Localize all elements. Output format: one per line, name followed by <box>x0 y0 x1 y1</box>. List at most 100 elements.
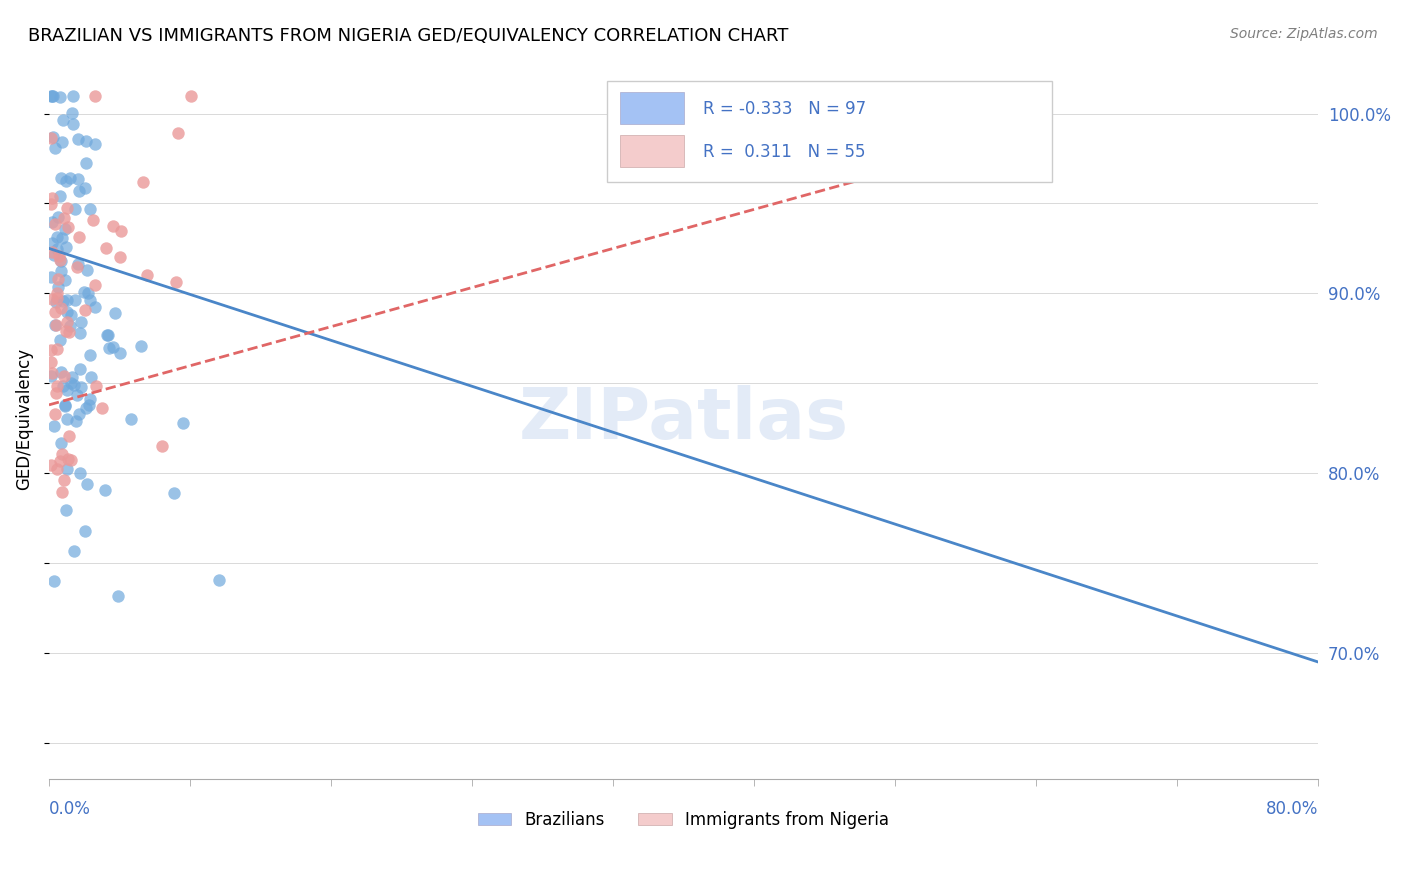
Point <box>44 318 66 333</box>
Point <box>63 378 86 392</box>
Point <box>60 308 83 322</box>
Point <box>49 436 72 450</box>
Point <box>41 244 63 259</box>
Point <box>76 477 98 491</box>
Point <box>41 235 63 250</box>
Point <box>163 486 186 500</box>
Point <box>45 318 67 332</box>
Point <box>65 414 87 428</box>
Point <box>51 136 73 150</box>
Point <box>53 222 76 236</box>
Point <box>110 223 132 237</box>
Point <box>63 293 86 307</box>
Point <box>44 407 66 421</box>
Point <box>69 379 91 393</box>
Point <box>56 220 79 235</box>
Point <box>75 401 97 416</box>
Point <box>73 181 96 195</box>
Point <box>55 325 77 339</box>
Point <box>83 136 105 151</box>
FancyBboxPatch shape <box>620 135 683 168</box>
Point <box>44 305 66 319</box>
Point <box>53 273 76 287</box>
Point <box>42 130 65 145</box>
Point <box>104 306 127 320</box>
Text: R =  0.311   N = 55: R = 0.311 N = 55 <box>703 143 865 161</box>
Point <box>48 252 70 267</box>
Text: BRAZILIAN VS IMMIGRANTS FROM NIGERIA GED/EQUIVALENCY CORRELATION CHART: BRAZILIAN VS IMMIGRANTS FROM NIGERIA GED… <box>28 27 789 45</box>
Point <box>45 386 67 401</box>
Point <box>44 141 66 155</box>
Point <box>51 484 73 499</box>
Point <box>39 269 62 284</box>
Point <box>59 170 82 185</box>
Point <box>79 392 101 406</box>
Point <box>45 379 67 393</box>
Point <box>63 202 86 216</box>
Point <box>76 286 98 301</box>
Point <box>51 447 73 461</box>
Point <box>41 88 63 103</box>
Point <box>56 451 79 466</box>
FancyBboxPatch shape <box>607 81 1052 182</box>
Point <box>60 453 83 467</box>
Point <box>208 573 231 587</box>
Point <box>75 524 97 539</box>
Point <box>44 574 66 588</box>
Point <box>53 398 76 412</box>
Point <box>56 411 79 425</box>
Point <box>49 365 72 379</box>
Point <box>39 131 62 145</box>
Point <box>51 264 73 278</box>
Point <box>70 315 93 329</box>
Point <box>83 300 105 314</box>
Point <box>62 117 84 131</box>
Point <box>39 88 62 103</box>
Point <box>129 339 152 353</box>
Point <box>67 230 90 244</box>
Point <box>167 126 190 140</box>
Point <box>69 466 91 480</box>
Point <box>52 379 75 393</box>
Point <box>75 134 97 148</box>
Point <box>103 219 125 233</box>
Point <box>46 242 69 256</box>
Point <box>49 454 72 468</box>
Point <box>79 202 101 216</box>
Point <box>60 370 83 384</box>
Point <box>59 319 82 334</box>
Point <box>53 474 76 488</box>
Point <box>96 328 118 343</box>
Point <box>120 411 142 425</box>
Point <box>107 589 129 603</box>
Point <box>39 369 62 384</box>
Point <box>58 325 80 339</box>
Point <box>53 400 76 414</box>
Point <box>46 272 69 286</box>
Point <box>135 268 157 283</box>
Point <box>55 174 77 188</box>
Point <box>49 301 72 315</box>
Point <box>51 230 73 244</box>
Point <box>42 88 65 103</box>
Point <box>83 277 105 292</box>
Point <box>55 315 77 329</box>
Point <box>79 348 101 362</box>
Point <box>62 88 84 103</box>
Point <box>67 408 90 422</box>
Point <box>45 291 67 305</box>
Legend: Brazilians, Immigrants from Nigeria: Brazilians, Immigrants from Nigeria <box>471 804 896 835</box>
Point <box>63 543 86 558</box>
FancyBboxPatch shape <box>620 92 683 124</box>
Point <box>66 388 89 402</box>
Text: Source: ZipAtlas.com: Source: ZipAtlas.com <box>1230 27 1378 41</box>
Point <box>41 215 63 229</box>
Text: ZIPatlas: ZIPatlas <box>519 384 849 454</box>
Point <box>49 89 72 103</box>
Point <box>55 201 77 215</box>
Point <box>45 342 67 356</box>
Point <box>49 254 72 268</box>
Point <box>45 286 67 301</box>
Point <box>58 429 80 443</box>
Point <box>39 343 62 357</box>
